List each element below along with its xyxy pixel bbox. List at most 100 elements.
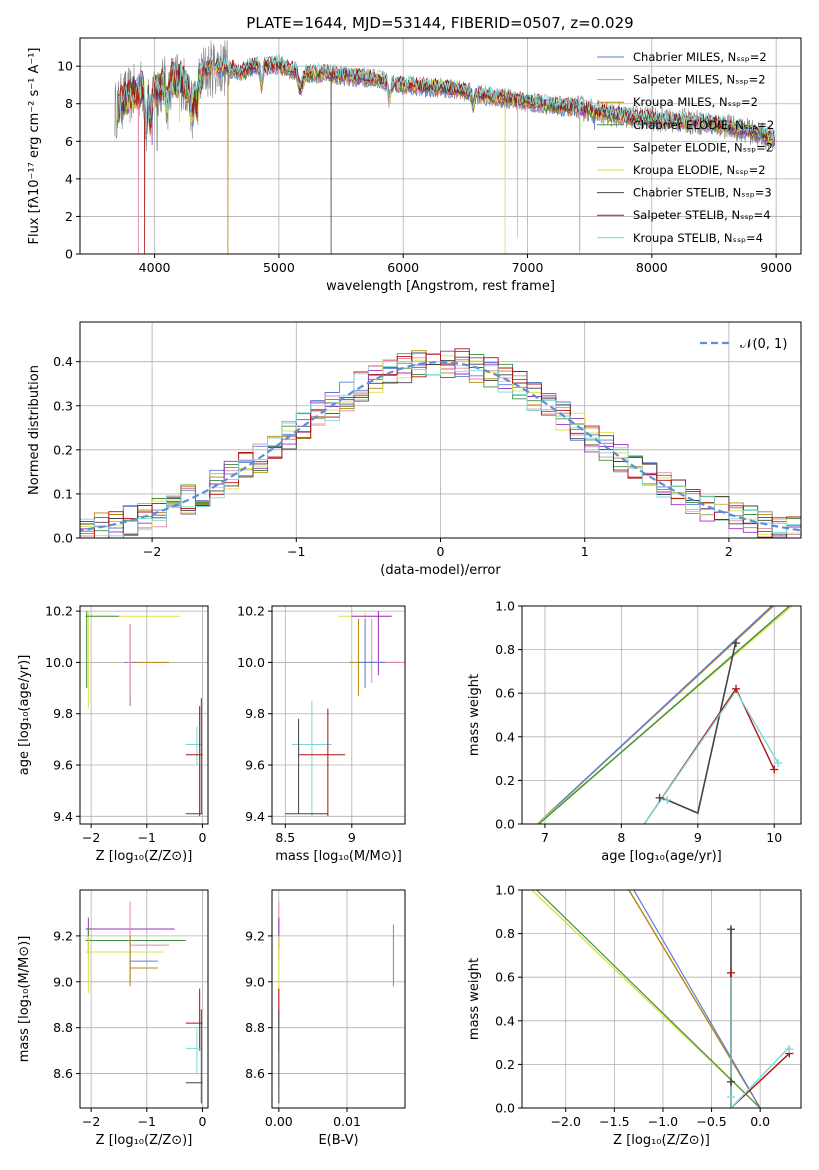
- y-tick-label: 9.4: [53, 809, 73, 824]
- plot-area-age_mass: [285, 611, 405, 817]
- normal-curve: [80, 360, 801, 532]
- y-tick-label: 8.6: [53, 1066, 73, 1081]
- x-tick-label: −2: [82, 1114, 100, 1129]
- plot-area-weight_age: [536, 606, 794, 824]
- error-bar: [129, 935, 158, 982]
- axes-mass_Z: −2 −1 0 8.6 8.8 9.0 9.2 Z [log₁₀(Z/Z⊙)] mass [lo…: [17, 889, 209, 1148]
- x-tick-label: 6000: [387, 260, 419, 275]
- legend-entry: Chabrier MILES, Nₛₛₚ=2: [633, 50, 767, 64]
- figure-title: PLATE=1644, MJD=53144, FIBERID=0507, z=0…: [246, 14, 633, 32]
- x-tick-label: 8: [617, 830, 625, 845]
- y-tick-label: 0.6: [495, 970, 515, 985]
- weight-marker: [727, 925, 736, 934]
- y-axis-label: Normed distribution: [27, 365, 42, 495]
- frame: 4000 5000 6000 7000 8000 9000 0 2 4 6 8 10 wavelengt…: [27, 37, 802, 294]
- weight-marker: [727, 1077, 736, 1086]
- legend-entry: Kroupa STELIB, Nₛₛₚ=4: [633, 231, 763, 245]
- y-axis-label: mass weight: [467, 674, 482, 756]
- weight-marker: [655, 793, 664, 802]
- error-bar: [85, 926, 186, 955]
- axes-spectrum: 4000 5000 6000 7000 8000 9000 0 2 4 6 8 10 wavelengt…: [27, 37, 802, 294]
- weight-line: [628, 890, 761, 1108]
- legend-entry: 𝒩(0, 1): [740, 337, 787, 352]
- x-tick-label: 0.00: [265, 1114, 293, 1129]
- frame: 0.00 0.01 8.6 8.8 9.0 9.2 E(B-V): [245, 889, 406, 1148]
- plot-area-weight_Z: [531, 890, 794, 1108]
- y-tick-label: 6: [65, 134, 73, 149]
- x-axis-label: age [log₁₀(age/yr)]: [601, 849, 722, 864]
- y-tick-label: 0.2: [495, 1057, 515, 1072]
- x-tick-label: −1.5: [599, 1114, 629, 1129]
- weight-marker: [732, 684, 741, 693]
- frame: −2 −1 0 9.4 9.6 9.8 10.0 10.2 Z [log₁₀(Z/Z⊙)] age…: [17, 604, 209, 864]
- y-tick-label: 9.8: [245, 706, 265, 721]
- legend-entry: Chabrier ELODIE, Nₛₛₚ=2: [633, 118, 774, 132]
- x-tick-label: 1: [581, 544, 589, 559]
- y-axis-label: mass weight: [467, 958, 482, 1040]
- x-tick-label: 10: [766, 830, 782, 845]
- y-tick-label: 0.2: [495, 773, 515, 788]
- x-tick-label: −2.0: [551, 1114, 581, 1129]
- x-axis-label: E(B-V): [318, 1133, 358, 1148]
- y-tick-label: 4: [65, 171, 73, 186]
- error-bar: [285, 718, 328, 815]
- axes-weight_age: 7 8 9 10 0.0 0.2 0.4 0.6 0.8 1.0 age [log₁₀(age/yr…: [467, 599, 802, 864]
- x-tick-label: 0.0: [750, 1114, 770, 1129]
- y-tick-label: 8.8: [245, 1020, 265, 1035]
- x-tick-label: −1: [138, 1114, 156, 1129]
- x-tick-label: 8.5: [275, 830, 295, 845]
- y-tick-label: 0.4: [495, 729, 515, 744]
- weight-marker: [774, 758, 783, 767]
- x-tick-label: −1.0: [648, 1114, 678, 1129]
- model-fit-line: [116, 54, 775, 254]
- legend-entry: Salpeter STELIB, Nₛₛₚ=4: [633, 208, 771, 222]
- y-tick-label: 9.4: [245, 809, 265, 824]
- error-bar: [349, 618, 399, 696]
- weight-marker: [727, 1093, 736, 1102]
- y-tick-label: 9.0: [245, 974, 265, 989]
- x-tick-label: 7000: [512, 260, 544, 275]
- axes-frame: [271, 889, 406, 1109]
- x-tick-label: 0: [198, 830, 206, 845]
- x-tick-label: 7: [541, 830, 549, 845]
- y-tick-label: 9.6: [53, 758, 73, 773]
- plot-area-mass_ebv: [278, 901, 394, 1104]
- x-axis-label: mass [log₁₀(M/M⊙)]: [275, 849, 402, 864]
- x-tick-label: 5000: [263, 260, 295, 275]
- x-tick-label: −2: [143, 544, 161, 559]
- error-bar: [185, 988, 203, 1051]
- x-tick-label: 0.01: [333, 1114, 361, 1129]
- y-tick-label: 8.6: [245, 1066, 265, 1081]
- x-tick-label: 0: [437, 544, 445, 559]
- y-tick-label: 10: [57, 59, 73, 74]
- weight-line: [536, 606, 773, 824]
- frame: 8.5 9 9.4 9.6 9.8 10.0 10.2 mass [log₁₀(M/M⊙)]: [237, 604, 406, 864]
- y-tick-label: 0.8: [495, 642, 515, 657]
- weight-line: [730, 977, 790, 1108]
- y-tick-label: 0.3: [53, 398, 73, 413]
- error-bar: [351, 611, 392, 676]
- legend-entry: Salpeter ELODIE, Nₛₛₚ=2: [633, 140, 773, 154]
- x-tick-label: −0.5: [696, 1114, 726, 1129]
- y-axis-label: age [log₁₀(age/yr)]: [17, 655, 32, 776]
- x-axis-label: (data-model)/error: [380, 563, 501, 578]
- frame: −2.0 −1.5 −1.0 −0.5 0.0 0.0 0.2 0.4 0.6 0.8 1.0 Z […: [467, 883, 802, 1148]
- weight-line: [538, 606, 790, 824]
- weight-marker: [663, 796, 672, 805]
- y-tick-label: 10.2: [45, 604, 73, 619]
- histogram-step: [80, 353, 801, 538]
- axes-frame: [79, 37, 802, 255]
- y-tick-label: 9.2: [245, 928, 265, 943]
- x-tick-label: 0: [198, 1114, 206, 1129]
- legend-entry: Chabrier STELIB, Nₛₛₚ=3: [633, 186, 772, 200]
- y-tick-label: 9.8: [53, 706, 73, 721]
- x-tick-label: −1: [287, 544, 305, 559]
- frame: −2 −1 0 8.6 8.8 9.0 9.2 Z [log₁₀(Z/Z⊙)] mass [lo…: [17, 889, 209, 1148]
- y-tick-label: 0.4: [495, 1013, 515, 1028]
- axes-residuals: −2 −1 0 1 2 0.0 0.1 0.2 0.3 0.4 (data-model)/error…: [27, 321, 802, 578]
- x-tick-label: 9: [694, 830, 702, 845]
- error-bar: [185, 706, 203, 817]
- axes-frame: [521, 605, 802, 825]
- weight-line: [659, 640, 737, 815]
